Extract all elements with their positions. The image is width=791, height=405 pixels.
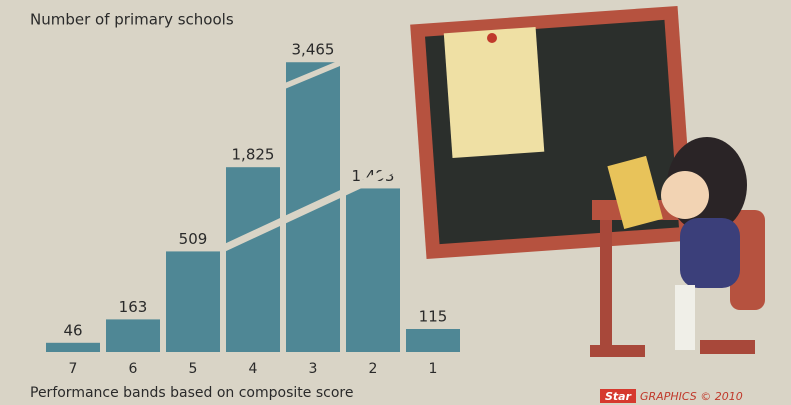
credit-brand: Star: [605, 390, 632, 403]
bar: [226, 167, 280, 352]
x-tick-label: 5: [189, 361, 198, 377]
bar: [46, 342, 100, 352]
x-tick-label: 2: [369, 361, 378, 377]
bar: [166, 251, 220, 352]
value-label: 163: [119, 298, 148, 316]
book: [607, 155, 663, 230]
value-label: 46: [63, 321, 82, 339]
x-tick-label: 7: [69, 361, 78, 377]
face: [661, 171, 709, 219]
value-label: 509: [179, 230, 208, 248]
dress: [680, 218, 740, 288]
bar: [346, 188, 400, 352]
x-axis-label: Performance bands based on composite sco…: [30, 385, 353, 401]
credit-box: [600, 389, 636, 403]
value-label: 1,825: [232, 146, 275, 164]
x-tick-label: 1: [429, 361, 438, 377]
desk-foot: [590, 345, 645, 357]
value-label: 115: [419, 308, 448, 326]
pin: [487, 33, 497, 43]
chart-title: Number of primary schools: [30, 11, 234, 29]
axis-break: [280, 60, 340, 91]
chair-foot: [700, 340, 755, 354]
note: [443, 26, 545, 159]
bar: [406, 329, 460, 352]
value-label: 3,465: [292, 41, 335, 59]
bar: [106, 319, 160, 352]
x-tick-label: 6: [129, 361, 138, 377]
credit: GRAPHICS © 2010: [640, 390, 743, 403]
axis-break: [222, 160, 405, 253]
leg: [675, 285, 695, 350]
x-tick-label: 3: [309, 361, 318, 377]
illustration: [410, 5, 765, 357]
x-tick-label: 4: [249, 361, 258, 377]
desk-leg: [600, 220, 612, 355]
